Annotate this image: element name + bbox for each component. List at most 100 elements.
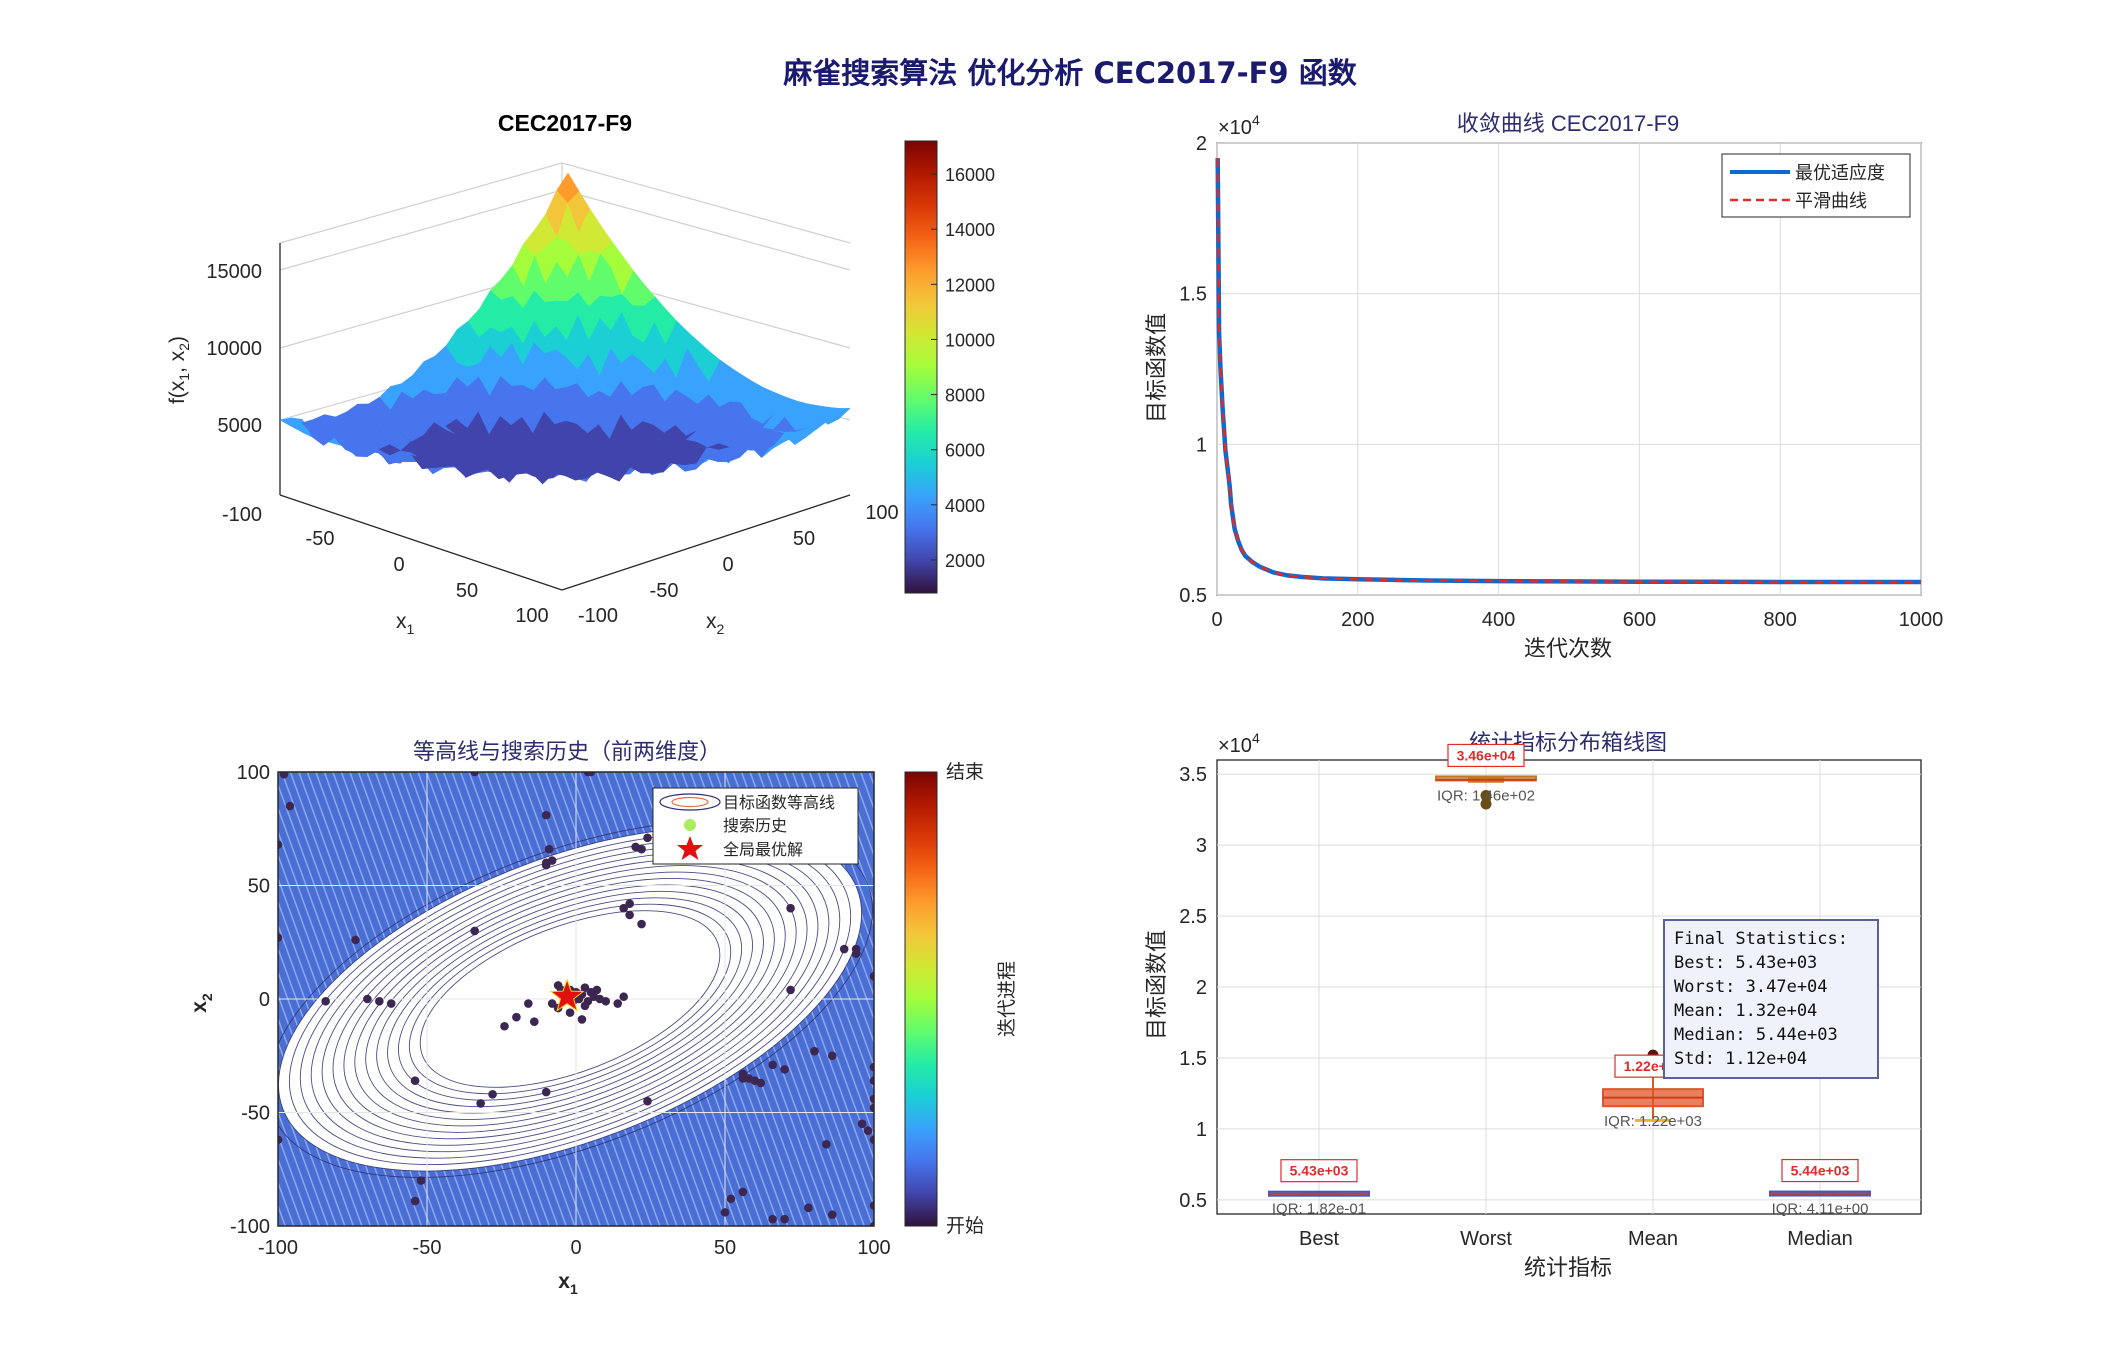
boxplot-y-label: 目标函数值 <box>1145 930 1170 1040</box>
search-point <box>768 1060 777 1070</box>
convergence-grid <box>1216 142 1922 596</box>
search-point <box>580 1001 590 1011</box>
box-outlier <box>1480 798 1492 810</box>
colorbar-tick-label: 10000 <box>945 330 995 350</box>
legend-contour-swatch <box>659 793 721 811</box>
search-point <box>278 1135 283 1145</box>
legend-star-swatch <box>677 836 703 860</box>
legend-contour-label: 目标函数等高线 <box>723 794 835 812</box>
boxplot-y-tick: 3 <box>1196 835 1207 857</box>
search-point <box>547 856 557 865</box>
surface-x2-tick: -50 <box>650 580 679 602</box>
search-point <box>786 903 795 913</box>
box-worst: 3.46e+04 IQR: 1.46e+02 <box>1435 743 1537 810</box>
box-value-label: 3.46e+04 <box>1457 747 1516 763</box>
box-median: 5.44e+03 IQR: 4.11e+00 <box>1769 1158 1871 1218</box>
contour-y-tick: 50 <box>248 876 270 898</box>
search-point <box>544 844 554 854</box>
convergence-axes-box <box>1216 142 1922 596</box>
contour-ring <box>278 820 873 1178</box>
search-point <box>601 996 611 1006</box>
convergence-lines <box>1215 158 1921 585</box>
search-point <box>410 1076 420 1086</box>
colorbar-tick-label: 12000 <box>945 275 995 295</box>
search-point <box>625 899 634 908</box>
search-point <box>643 833 652 843</box>
progress-colorbar <box>904 771 938 1227</box>
search-point <box>577 1015 587 1024</box>
box-iqr-label: IQR: 4.11e+00 <box>1772 1201 1869 1218</box>
search-point <box>592 985 602 995</box>
colorbar-tick-label: 8000 <box>945 386 985 406</box>
search-point <box>470 926 479 936</box>
search-point <box>541 1087 551 1097</box>
convergence-y-tick: 1.5 <box>1179 284 1207 306</box>
search-point <box>580 983 590 992</box>
contour-x-tick: 0 <box>570 1237 581 1259</box>
contour-x-tick: -100 <box>258 1237 298 1259</box>
search-point <box>869 1221 874 1226</box>
contour-axes-box <box>277 771 875 1227</box>
contour-x-tick: -50 <box>413 1237 442 1259</box>
convergence-plot-panel: 收敛曲线 CEC2017-F9 0 200 400 600 800 1000 0.5 1 1.5… <box>1145 111 1943 662</box>
search-point <box>726 1194 736 1204</box>
surface-x2-tick: 100 <box>865 502 898 524</box>
search-point <box>738 1074 748 1083</box>
contour-y-tick: 0 <box>259 989 270 1011</box>
box-iqr-label: IQR: 1.82e-01 <box>1272 1201 1366 1218</box>
legend-best-solution-label: 全局最优解 <box>723 841 803 859</box>
legend-history-swatch <box>684 819 696 831</box>
search-point <box>756 1078 766 1088</box>
surface-facet <box>556 172 580 203</box>
search-point <box>586 772 596 777</box>
boxplot-y-tick: 1 <box>1196 1119 1207 1141</box>
search-point <box>643 1096 652 1106</box>
contour-legend: 目标函数等高线 搜索历史 全局最优解 <box>652 787 859 865</box>
boxplot-boxes: 5.43e+03 IQR: 1.82e-01 3.46e+04 IQR: 1.46e+… <box>1268 743 1871 1218</box>
surface-x1-tick: -50 <box>306 528 335 550</box>
box-value-label: 5.44e+03 <box>1791 1163 1850 1179</box>
convergence-plot-title: 收敛曲线 CEC2017-F9 <box>1457 111 1680 136</box>
convergence-legend: 最优适应度 平滑曲线 <box>1721 153 1911 218</box>
surface-x1-label: x1 <box>396 610 415 637</box>
search-point <box>810 1046 819 1056</box>
search-point <box>738 1187 748 1197</box>
search-point <box>613 999 623 1008</box>
boxplot-x-tick: Mean <box>1628 1228 1678 1250</box>
surface-z-tick: 15000 <box>206 261 262 283</box>
surface-z-tick: -100 <box>222 504 262 526</box>
progress-colorbar-end: 结束 <box>946 761 984 783</box>
boxplot-x-label: 统计指标 <box>1524 1256 1612 1281</box>
search-point <box>363 994 372 1004</box>
search-point <box>869 1062 874 1072</box>
search-point <box>851 949 861 958</box>
final-statistics-line: Median: 5.44e+03 <box>1674 1025 1838 1045</box>
search-point <box>386 999 396 1008</box>
search-point <box>500 1021 509 1031</box>
search-point <box>279 772 289 779</box>
progress-colorbar-label: 迭代进程 <box>996 961 1018 1037</box>
convergence-x-tick: 800 <box>1764 609 1797 631</box>
search-point <box>278 933 283 943</box>
final-statistics-line: Best: 5.43e+03 <box>1674 953 1817 973</box>
search-point <box>786 985 795 995</box>
legend-best-label: 最优适应度 <box>1795 163 1885 183</box>
convergence-x-label: 迭代次数 <box>1524 637 1612 662</box>
search-point <box>619 992 628 1002</box>
surface-z-tick: 5000 <box>218 415 263 437</box>
colorbar-tick-label: 4000 <box>945 496 985 516</box>
search-point <box>839 944 849 954</box>
convergence-x-tick: 200 <box>1341 609 1374 631</box>
convergence-x-tick: 1000 <box>1899 609 1944 631</box>
search-point <box>827 1210 837 1219</box>
boxplot-exponent: ×104 <box>1218 730 1260 757</box>
convergence-exponent: ×104 <box>1218 112 1260 139</box>
contour-y-label: x2 <box>188 993 215 1013</box>
surface-colorbar <box>904 140 938 594</box>
surface-colorbar-ticks: 2000 4000 6000 8000 10000 12000 14000 16000 <box>931 165 995 571</box>
search-point <box>541 860 551 870</box>
contour-y-tick: 100 <box>237 762 270 784</box>
search-point <box>869 1103 874 1113</box>
